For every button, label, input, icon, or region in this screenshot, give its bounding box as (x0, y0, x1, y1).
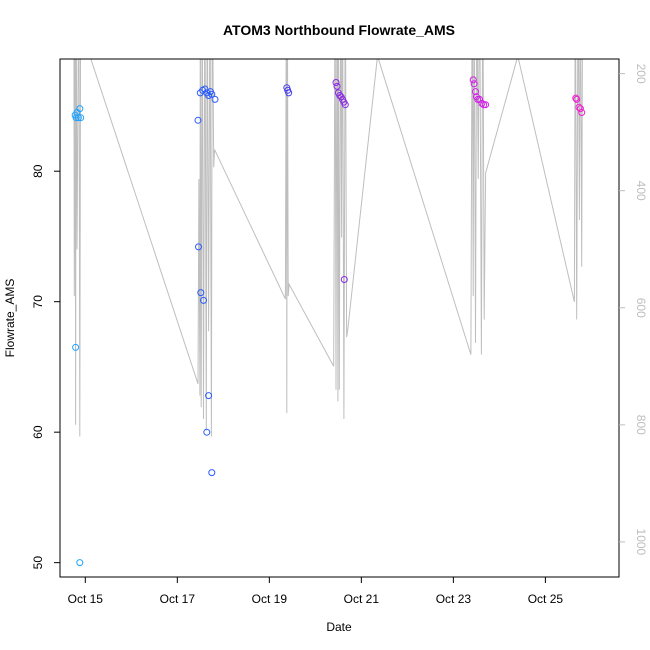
data-point (208, 469, 216, 477)
data-point (572, 94, 580, 102)
data-point (195, 243, 202, 251)
chart-title: ATOM3 Northbound Flowrate_AMS (223, 22, 455, 38)
data-point (74, 114, 82, 122)
data-point (333, 82, 341, 90)
x-tick-label: Oct 21 (344, 592, 380, 606)
x-tick-label: Oct 25 (528, 592, 564, 606)
y-tick-label: 70 (31, 295, 45, 309)
data-point (72, 114, 80, 122)
data-point (200, 296, 207, 304)
data-point (482, 101, 490, 109)
data-point (476, 95, 484, 103)
y2-tick-label: 200 (634, 64, 648, 84)
y-tick-label: 60 (31, 425, 45, 439)
data-point (208, 90, 216, 98)
data-point (469, 76, 477, 84)
data-point (76, 559, 84, 567)
data-point (203, 428, 211, 436)
y2-tick-label: 800 (634, 415, 648, 435)
x-tick-label: Oct 17 (160, 592, 196, 606)
plot-border (59, 58, 620, 578)
y2-tick-label: 600 (634, 298, 648, 318)
data-point (470, 80, 478, 88)
y-tick-label: 80 (31, 164, 45, 178)
data-point (472, 88, 479, 96)
x-axis-label: Date (326, 620, 352, 634)
y2-tick-label: 400 (634, 181, 648, 201)
x-tick-label: Oct 23 (436, 592, 472, 606)
data-point (576, 105, 584, 113)
data-point (285, 89, 293, 97)
y2-tick-label: 1000 (634, 529, 648, 556)
y-tick-label: 50 (31, 556, 45, 570)
secondary-series-line (73, 59, 583, 437)
data-point (197, 289, 205, 297)
data-point (77, 114, 85, 122)
data-point (211, 95, 219, 103)
x-tick-label: Oct 15 (68, 592, 104, 606)
data-point (478, 99, 486, 107)
data-point (72, 343, 80, 351)
data-point (332, 79, 340, 86)
data-point (573, 95, 581, 103)
data-point (194, 116, 202, 124)
data-point (340, 276, 348, 283)
data-point (578, 109, 586, 116)
data-point (341, 101, 349, 109)
data-point (201, 85, 209, 93)
plot-area: Oct 15 Oct 17 Oct 19 Oct 21 Oct 23 Oct 25 50 60… (31, 58, 648, 606)
data-point (205, 392, 213, 400)
x-tick-label: Oct 19 (252, 592, 288, 606)
data-point (480, 101, 488, 109)
y-axis-label: Flowrate_AMS (3, 279, 17, 358)
data-point (76, 105, 84, 113)
data-point (205, 92, 213, 99)
